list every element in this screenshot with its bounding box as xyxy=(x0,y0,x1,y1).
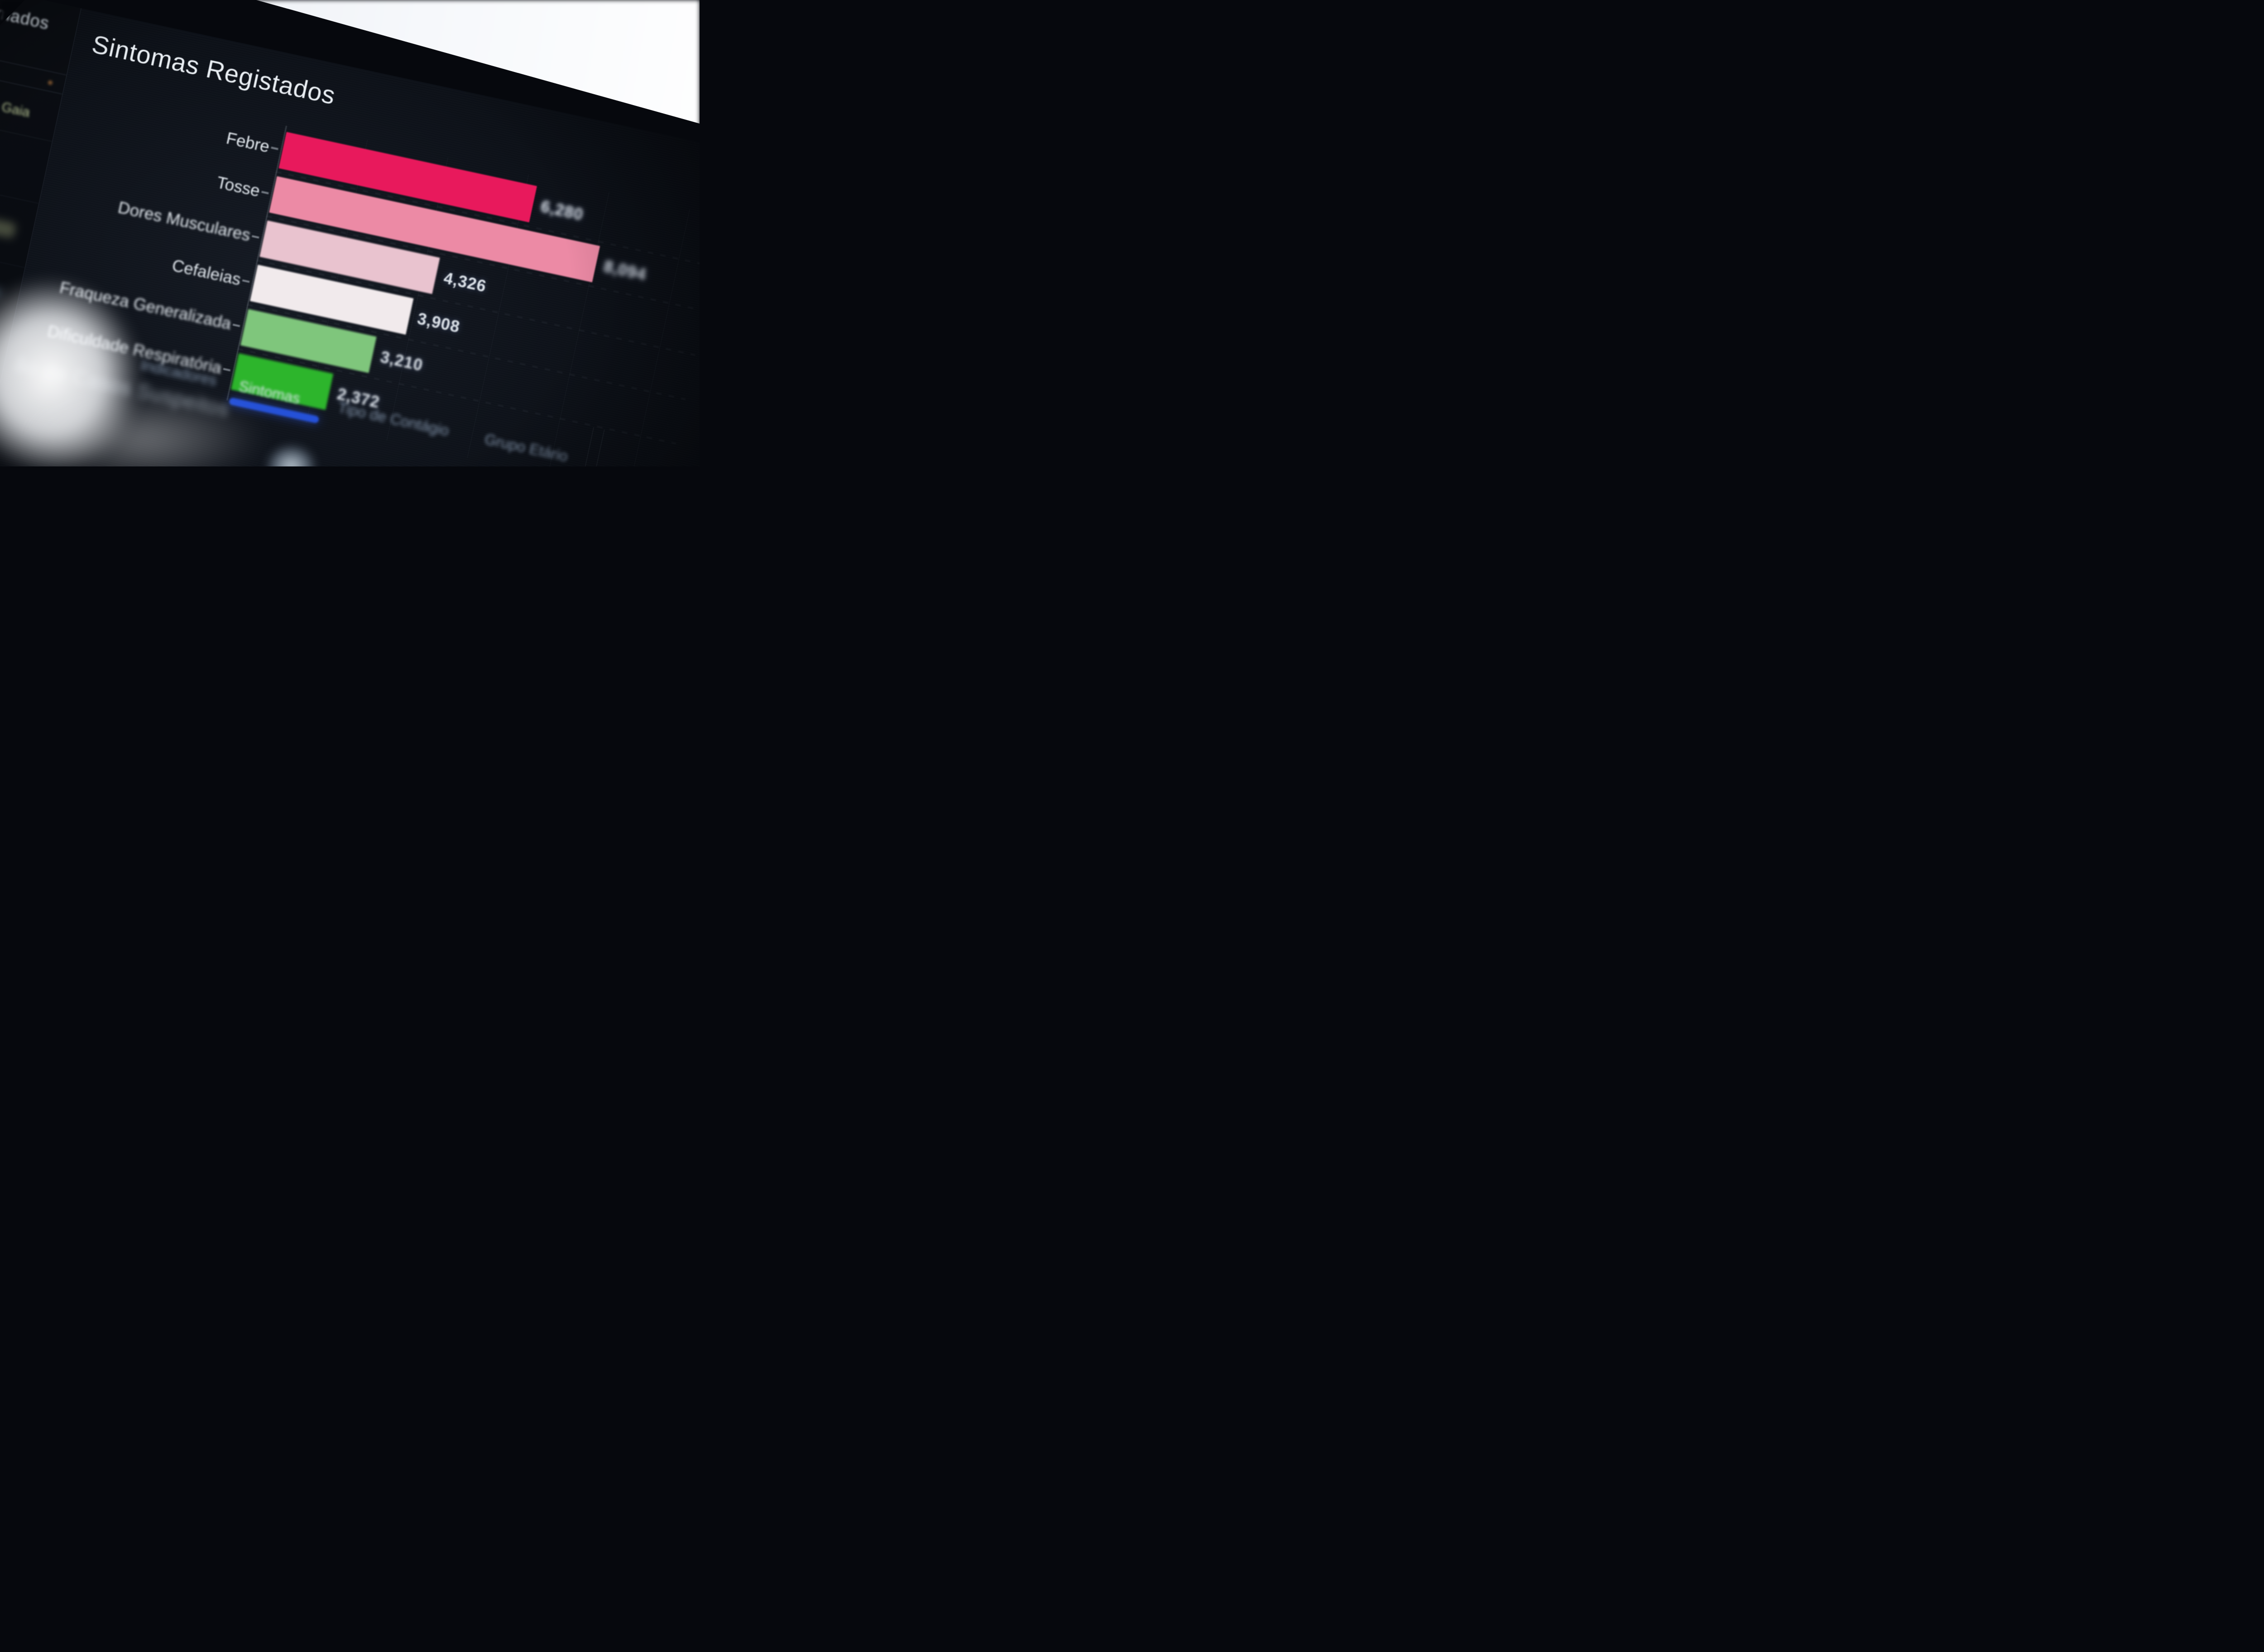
axis-tick xyxy=(242,279,250,283)
bar-value-tosse: 8,094 xyxy=(602,256,648,284)
bar-chart: Febre 6,280 Tosse 8,094 Dores Musculares 4,32… xyxy=(0,0,700,444)
tab-tipo-de-contagio[interactable]: Tipo de Contágio xyxy=(336,399,451,439)
axis-tick xyxy=(261,191,269,194)
photo-frame: Confirmados Vila Nova de Gaia Sintomas R… xyxy=(0,0,700,466)
panel-divider-line xyxy=(579,427,595,466)
bar-value-fraqueza-generalizada: 3,210 xyxy=(379,347,425,375)
sidebar-item-vila-nova-de-gaia[interactable]: Vila Nova de Gaia xyxy=(0,82,32,120)
bar-value-febre: 6,280 xyxy=(539,197,585,224)
bar-value-dores-musculares: 4,326 xyxy=(442,268,488,296)
axis-tick xyxy=(271,146,278,150)
dashboard-screen: Confirmados Vila Nova de Gaia Sintomas R… xyxy=(0,0,700,466)
axis-tick xyxy=(232,323,240,327)
value-gridline xyxy=(628,209,690,466)
axis-tick xyxy=(251,235,259,239)
bar-value-cefaleias: 3,908 xyxy=(416,309,462,336)
sidebar-title: Confirmados xyxy=(0,0,51,34)
axis-tick xyxy=(223,368,231,371)
sidebar-divider xyxy=(0,28,67,76)
